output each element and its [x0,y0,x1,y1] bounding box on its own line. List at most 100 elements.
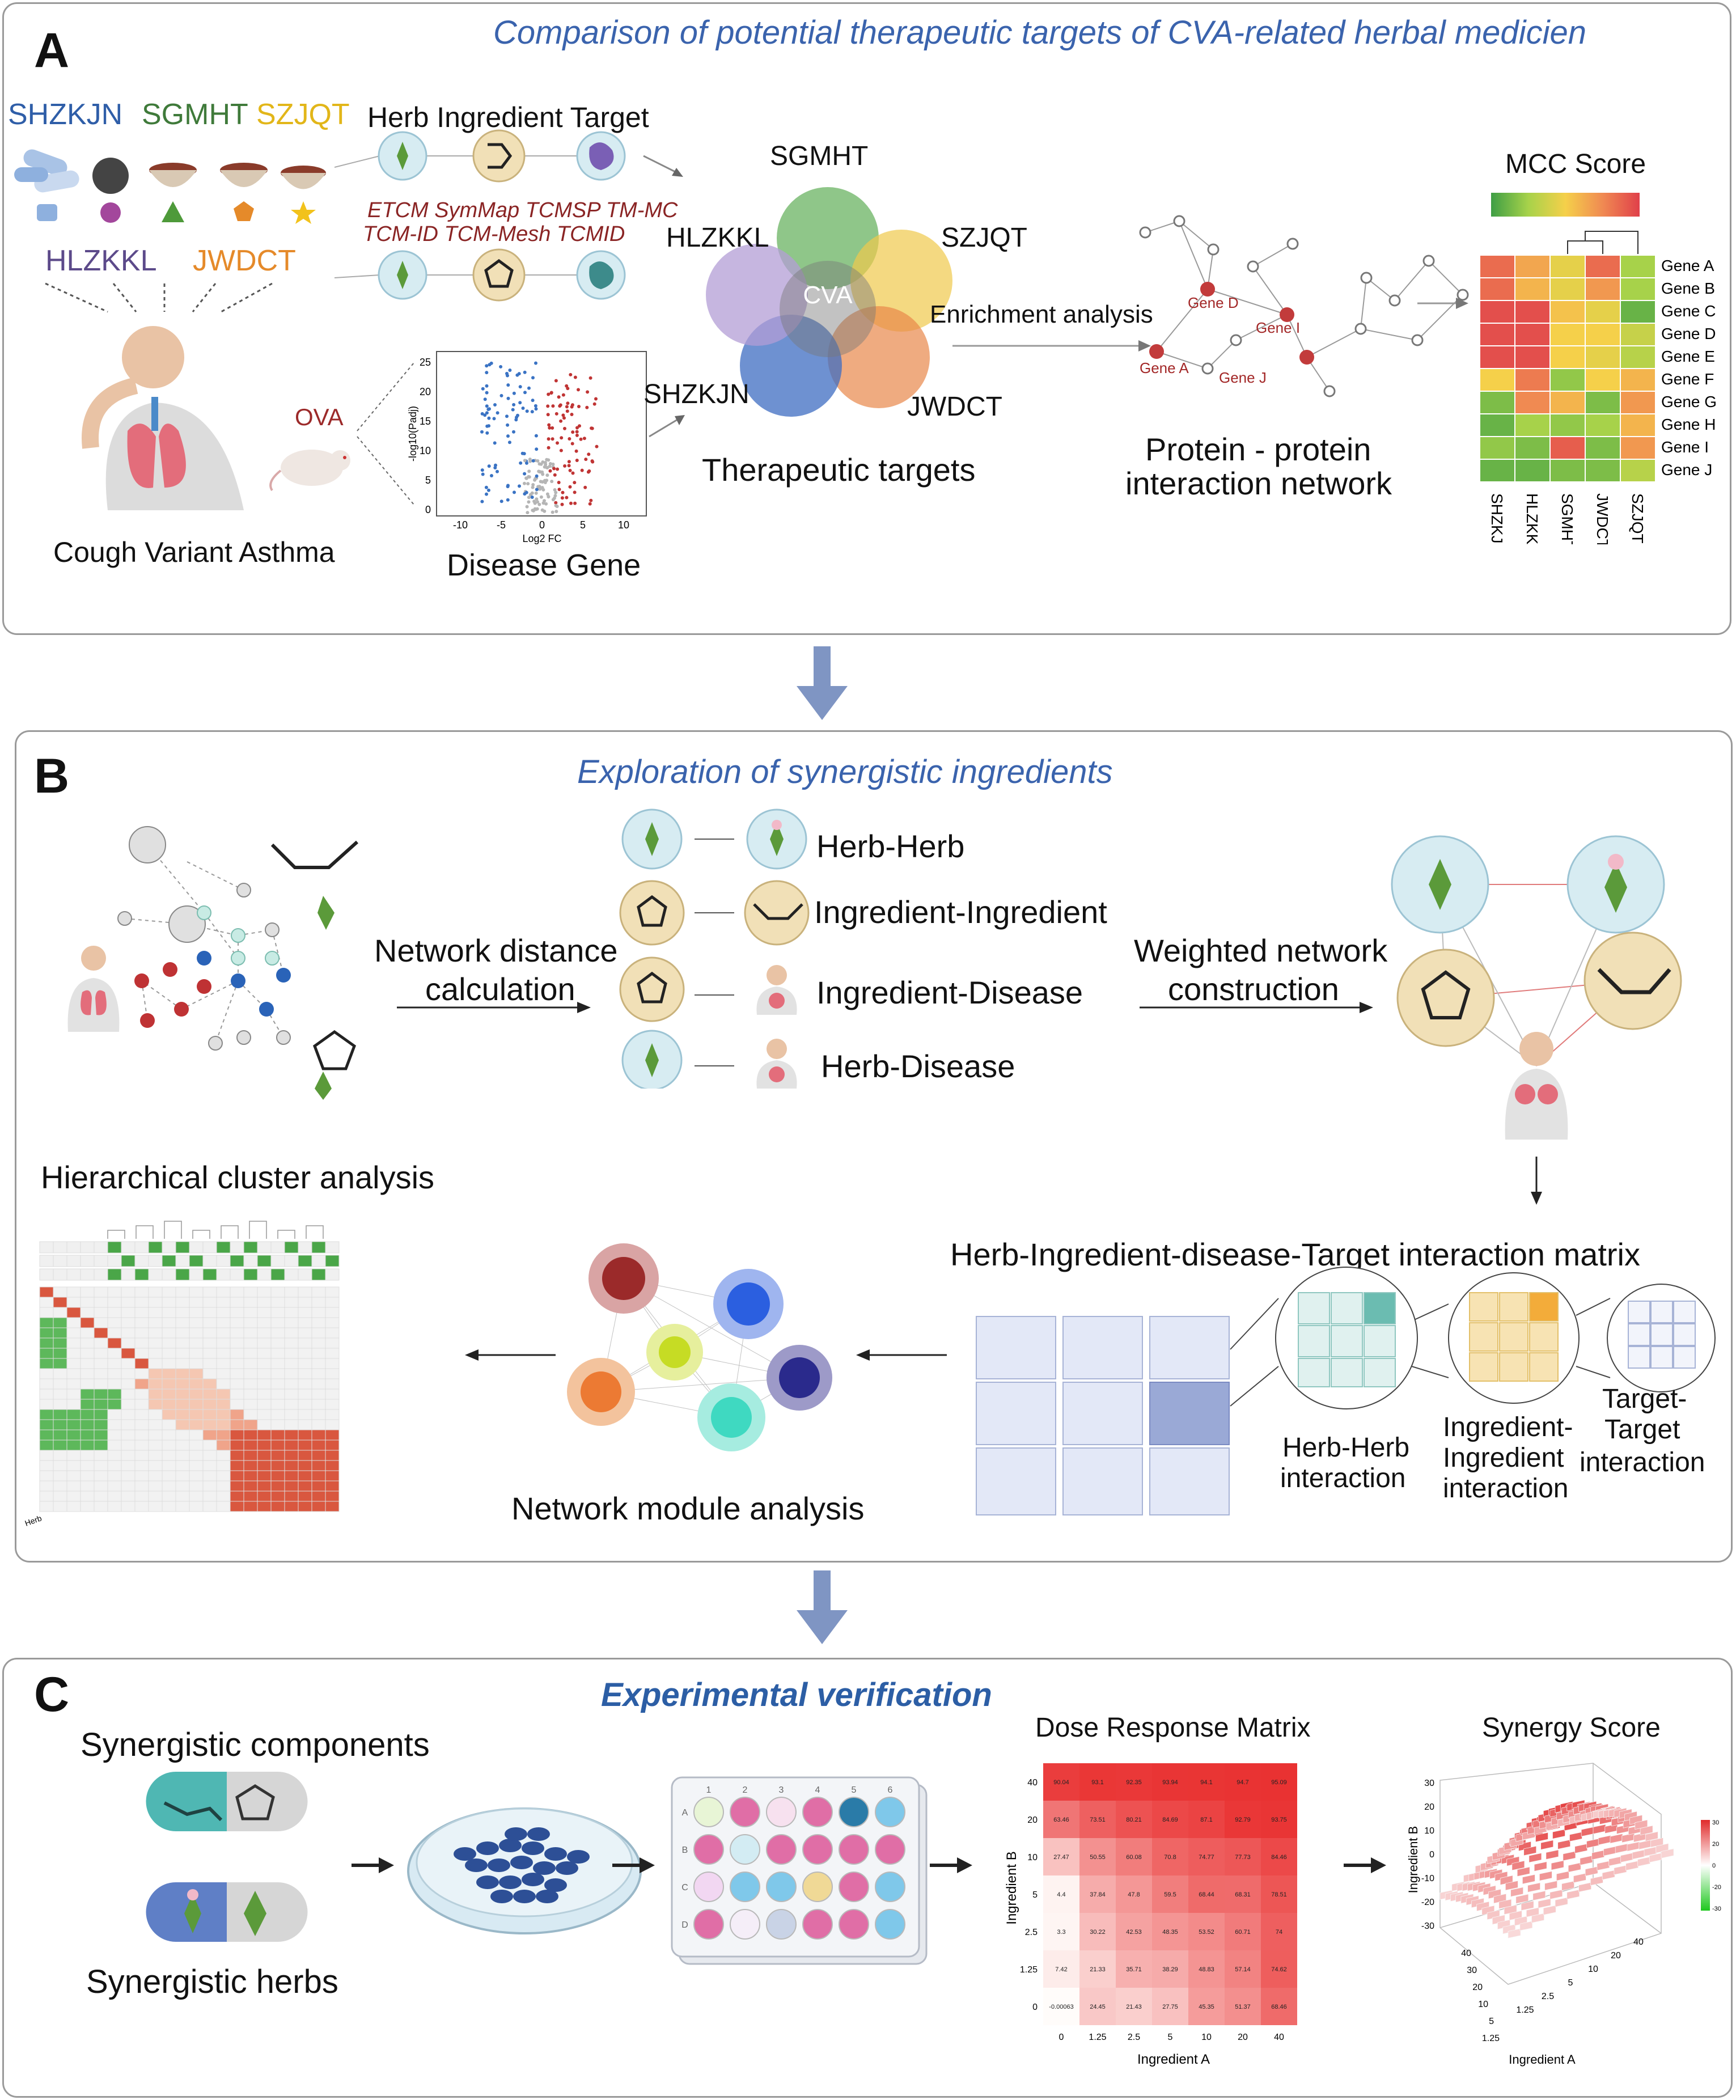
volcano-point [512,430,515,434]
synergy-a-tick: 20 [1611,1951,1621,1961]
cluster-cell [325,1297,340,1308]
cluster-cell [230,1409,244,1420]
cluster-cell [175,1307,190,1318]
cluster-cell [325,1337,340,1349]
plate-well [766,1797,797,1827]
mcc-cell [1620,413,1656,437]
cluster-cell [230,1297,244,1308]
cluster-cell [298,1399,312,1410]
cluster-cell [257,1450,272,1461]
cluster-cell [270,1409,285,1420]
dose-cell-value: 87.1 [1200,1817,1212,1823]
volcano-x-tick-1: -5 [497,519,506,531]
cluster-cell [243,1419,258,1430]
cluster-cell [189,1348,204,1359]
cluster-cell [189,1297,204,1308]
gene-j-label: Gene J [1219,369,1267,386]
arrow-a-to-b [797,646,848,720]
cluster-cell [216,1327,231,1339]
cluster-cell [325,1307,340,1318]
volcano-point [530,496,534,499]
cluster-cell [162,1388,176,1400]
plate-well [693,1834,724,1865]
dose-cell [1079,1875,1116,1913]
volcano-point [540,486,544,490]
cluster-cell [107,1286,122,1298]
cluster-cell [53,1388,67,1400]
cluster-cell [175,1297,190,1308]
cluster-cell [202,1480,217,1492]
plate-well [802,1872,833,1902]
volcano-point [526,482,530,486]
arrow-ppi-to-heatmap [1417,298,1468,309]
arrow-matrix-to-modules [856,1349,947,1361]
volcano-point [547,423,551,427]
cluster-cell [148,1480,163,1492]
dose-cell-value: -0.00063 [1049,2004,1073,2010]
volcano-point [558,404,562,408]
arrow-matrix-to-synergy [1344,1857,1386,1873]
gene-d-node [1200,282,1215,297]
dose-cell [1188,1875,1225,1913]
volcano-point [527,496,531,499]
surface-patch [1538,1898,1551,1908]
surface-patch [1569,1831,1582,1842]
cell [499,1875,522,1889]
cluster-cell [230,1429,244,1441]
formula-shape-icons [37,201,316,224]
cluster-cell [189,1501,204,1512]
volcano-point [556,441,559,445]
volcano-point [554,501,558,505]
cluster-cell [53,1450,67,1461]
herb-herb-grid [1298,1292,1396,1387]
cell-cluster [454,1827,590,1903]
cluster-cell [148,1429,163,1441]
cell [527,1827,550,1841]
volcano-point [594,397,598,401]
cluster-cell [121,1348,136,1359]
patient-icon-b [67,946,120,1032]
volcano-point [577,405,581,408]
cough-variant-asthma-label: Cough Variant Asthma [53,536,335,568]
ingredient-ring-icon-2 [472,248,526,302]
cluster-cell [66,1297,81,1308]
cluster-cell [107,1460,122,1471]
plate-well [839,1872,869,1902]
cluster-cell [325,1358,340,1369]
mcc-col-label: HLZKKL [1523,493,1541,544]
volcano-point [588,376,592,380]
cluster-cell [162,1460,176,1471]
cluster-corner-label: Herb [24,1513,43,1527]
cluster-cell [175,1460,190,1471]
volcano-y-tick-0: 0 [425,504,431,515]
volcano-point [571,471,575,475]
cell [522,1841,544,1855]
venn-label-sgmht: SGMHT [770,141,869,171]
cell [476,1875,499,1889]
cluster-dendrogram [107,1221,324,1239]
surface-patch [1640,1825,1653,1836]
cluster-cell [230,1491,244,1502]
mcc-cell [1479,277,1515,301]
cluster-cell [175,1439,190,1451]
ing-ing-line3: interaction [1443,1474,1569,1504]
target-grid [1628,1301,1696,1369]
volcano-point [481,387,485,391]
ppi-label-line2: interaction network [1125,465,1392,501]
component-capsule [146,1772,308,1831]
volcano-plot: 0 5 10 15 20 25 -10 -5 0 5 10 Log2 FC -l… [408,351,647,544]
cluster-cell [284,1348,299,1359]
ing-ing-line1: Ingredient- [1443,1412,1573,1442]
volcano-y-tick-2: 10 [420,445,431,456]
cluster-cell [189,1317,204,1328]
volcano-point [506,383,510,387]
cluster-cell [311,1409,326,1420]
cluster-cell [189,1429,204,1441]
mcc-cell [1514,459,1551,482]
volcano-point [539,495,543,499]
volcano-point [535,474,539,478]
dose-cell-value: 95.09 [1271,1779,1287,1786]
cluster-cell [121,1419,136,1430]
plate-well [693,1909,724,1940]
dose-cell-value: 59.5 [1164,1891,1176,1898]
